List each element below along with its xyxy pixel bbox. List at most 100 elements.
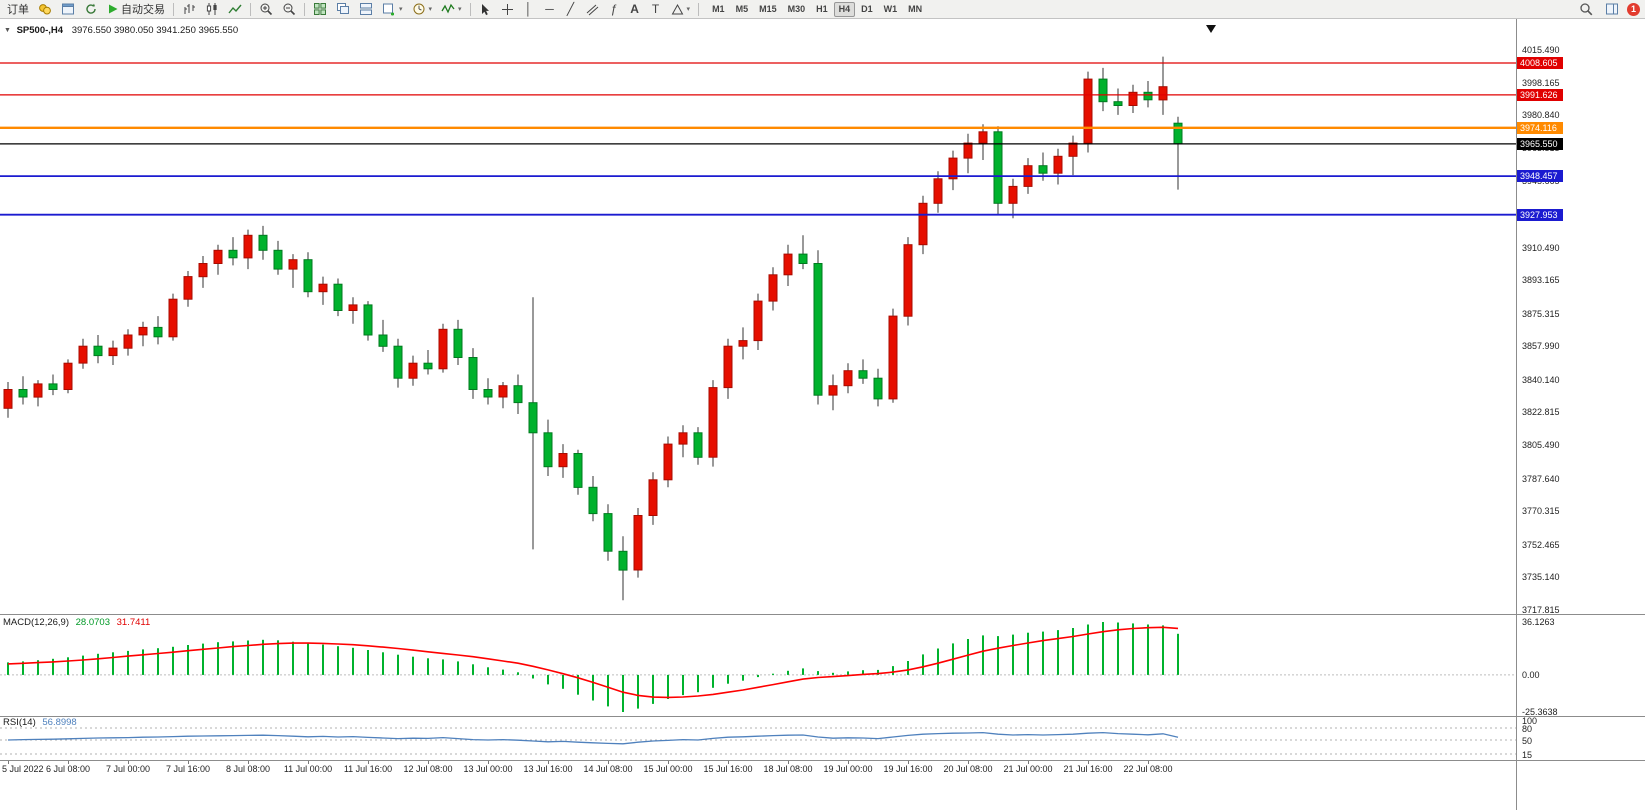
horizontal-line-tool-icon[interactable]: ─ (545, 2, 554, 16)
price-line-badge[interactable]: 3991.626 (1517, 88, 1563, 101)
candle (33, 380, 43, 407)
candle (1098, 67, 1108, 112)
autotrade-button[interactable]: 自动交易 (103, 1, 169, 18)
price-axis-label: 3998.165 (1522, 77, 1560, 88)
time-axis-tick (908, 760, 909, 764)
macd-axis-label: -25.3638 (1522, 707, 1558, 718)
label-tool-icon[interactable]: T (646, 1, 666, 18)
new-chart-icon[interactable]: ▾ (378, 1, 407, 18)
candle (168, 293, 178, 341)
time-axis-tick (188, 760, 189, 764)
candle (153, 316, 163, 345)
time-axis-label: 20 Jul 08:00 (943, 764, 993, 774)
timeframe-button-m1[interactable]: M1 (712, 4, 725, 14)
price-axis[interactable]: 4015.4903998.1653980.8403963.5153945.665… (1516, 0, 1645, 810)
new-chart-icon-glyph (383, 3, 394, 16)
search-icon[interactable] (1575, 1, 1597, 18)
orders-button[interactable]: 订单 (3, 1, 33, 18)
notification-badge[interactable]: 1 (1627, 2, 1640, 16)
text-tool-icon[interactable]: A (625, 1, 645, 18)
periods-clock-icon[interactable]: ▾ (408, 1, 437, 18)
refresh-icon[interactable] (80, 1, 102, 18)
rsi-line (7, 731, 1179, 745)
shapes-tool-icon[interactable]: ▾ (667, 1, 695, 18)
price-line-badge[interactable]: 3927.953 (1517, 208, 1563, 221)
zoom-out-icon[interactable] (278, 1, 300, 18)
time-axis-label: 6 Jul 08:00 (45, 764, 91, 774)
price-line-badge[interactable]: 3965.550 (1517, 137, 1563, 150)
candle (963, 133, 973, 174)
price-axis-label: 3875.315 (1522, 308, 1560, 319)
tile-windows-icon-glyph (314, 3, 326, 15)
line-chart-icon[interactable] (224, 1, 246, 18)
candle (123, 329, 133, 356)
price-line-badge[interactable]: 4008.605 (1517, 56, 1563, 69)
down-arrow-marker-icon[interactable] (1206, 25, 1216, 33)
panel-separator[interactable] (0, 614, 1645, 615)
price-axis-label: 3752.465 (1522, 539, 1560, 550)
price-axis-label: 3857.990 (1522, 341, 1560, 352)
trendline-tool-icon[interactable]: ╱ (566, 2, 575, 16)
cursor-tool-icon[interactable] (475, 1, 496, 18)
crosshair-tool-icon[interactable] (497, 1, 518, 18)
tile-windows-icon[interactable] (309, 1, 331, 18)
time-axis-label: 7 Jul 16:00 (165, 764, 211, 774)
price-line-badge[interactable]: 3974.116 (1517, 121, 1563, 134)
candle (363, 301, 373, 341)
rsi-panel[interactable] (0, 716, 1516, 760)
chevron-down-icon: ▾ (399, 6, 403, 13)
candle (993, 126, 1003, 215)
candle (453, 319, 463, 365)
panels-icon-glyph (1606, 3, 1618, 15)
timeframe-button-m15[interactable]: M15 (759, 4, 777, 14)
vertical-line-tool-icon[interactable]: │ (524, 2, 533, 16)
price-line-badge[interactable]: 3948.457 (1517, 170, 1563, 183)
macd-panel[interactable] (0, 614, 1516, 716)
chart-window-icon[interactable] (57, 1, 79, 18)
candle (1083, 71, 1093, 153)
candlestick-icon[interactable] (201, 1, 223, 18)
time-axis[interactable]: 5 Jul 2022 6 Jul 08:00 7 Jul 00:00 7 Jul 16… (0, 760, 1516, 800)
cascade-windows-icon[interactable] (332, 1, 354, 18)
timeframe-button-mn[interactable]: MN (908, 4, 923, 14)
timeframe-button-m30[interactable]: M30 (787, 4, 806, 14)
time-axis-label: 13 Jul 00:00 (463, 764, 513, 774)
macd-name: MACD(12,26,9) (3, 617, 69, 628)
timeframe-button-w1[interactable]: W1 (883, 4, 898, 14)
bar-chart-icon[interactable] (178, 1, 200, 18)
time-axis-tick (1148, 760, 1149, 764)
indicators-icon[interactable]: ▾ (437, 1, 466, 18)
candle (498, 382, 508, 409)
chart-window-icon-glyph (62, 3, 74, 15)
candle (933, 171, 943, 213)
macd-axis-label: 0.00 (1522, 669, 1540, 680)
bar-chart-icon-glyph (184, 4, 195, 14)
candle (753, 293, 763, 350)
timeframe-button-h1[interactable]: H1 (816, 4, 828, 14)
time-axis-tick (248, 760, 249, 764)
clock-icon-glyph (413, 3, 425, 15)
price-axis-label: 3770.315 (1522, 506, 1560, 517)
rsi-axis-label: 15 (1522, 750, 1533, 760)
panel-separator[interactable] (0, 716, 1645, 717)
timeframe-button-h4[interactable]: H4 (833, 1, 856, 17)
candlestick-chart[interactable] (0, 38, 1516, 614)
tile-horizontal-icon-glyph (360, 3, 372, 15)
tile-horizontal-icon[interactable] (355, 1, 377, 18)
macd-label: MACD(12,26,9) 28.0703 31.7411 (3, 617, 150, 628)
zoom-in-icon[interactable] (255, 1, 277, 18)
panels-icon[interactable] (1601, 1, 1623, 18)
time-axis-label: 15 Jul 00:00 (643, 764, 693, 774)
time-axis-tick (788, 760, 789, 764)
rsi-axis-label: 100 (1522, 716, 1538, 726)
channel-tool-icon[interactable] (582, 1, 603, 18)
coins-icon[interactable] (34, 1, 56, 18)
timeframe-button-d1[interactable]: D1 (861, 4, 873, 14)
timeframe-button-m5[interactable]: M5 (735, 4, 749, 14)
toolbar-separator (698, 2, 700, 16)
fibonacci-tool-icon[interactable]: ƒ (604, 1, 624, 18)
candle (978, 124, 988, 160)
time-axis-label: 14 Jul 08:00 (583, 764, 633, 774)
collapse-triangle-icon[interactable]: ▼ (4, 27, 11, 34)
candle (333, 278, 343, 317)
